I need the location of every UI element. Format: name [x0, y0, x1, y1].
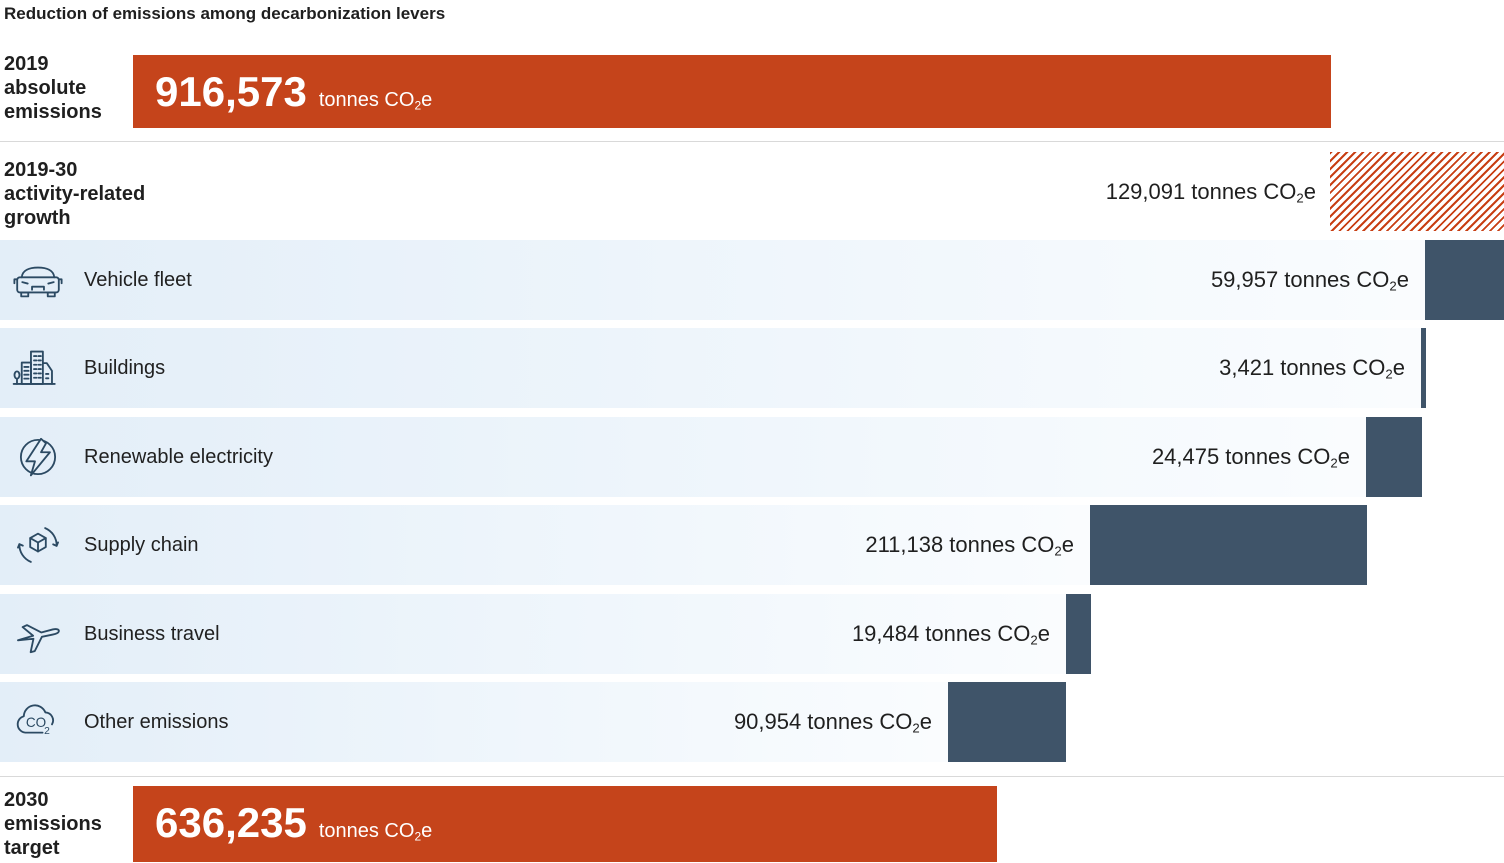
lever-value: 90,954 tonnes CO2e: [733, 709, 932, 736]
lever-label: Business travel: [84, 622, 220, 645]
row-supply-chain: Supply chain 211,138 tonnes CO2e: [0, 505, 1504, 585]
bar-buildings: [1421, 328, 1426, 408]
lever-label: Buildings: [84, 356, 166, 379]
start-value: 916,573: [155, 68, 307, 115]
airplane-icon: [12, 608, 64, 660]
row-business-travel: Business travel 19,484 tonnes CO2e: [0, 594, 1504, 674]
co2-cloud-icon: CO 2: [12, 696, 64, 748]
bar-activity-growth-hatched: [1330, 152, 1504, 231]
bar-2019-absolute-emissions: 916,573 tonnes CO2e: [133, 55, 1331, 128]
row-band: [0, 328, 1421, 408]
divider-bottom: [0, 776, 1504, 777]
row-band: [0, 240, 1425, 320]
row-band: [0, 682, 948, 762]
row-band: [0, 505, 1090, 585]
lever-label: Renewable electricity: [84, 445, 273, 468]
row-band: [0, 417, 1366, 497]
lever-label: Supply chain: [84, 533, 199, 556]
start-unit: tonnes CO2e: [318, 89, 433, 113]
lever-value: 19,484 tonnes CO2e: [851, 621, 1050, 648]
lightning-icon: [12, 431, 64, 483]
bar-other-emissions: [948, 682, 1066, 762]
start-row-label: 2019 absolute emissions: [4, 53, 102, 123]
target-row-label: 2030 emissions target: [4, 789, 102, 859]
row-buildings: Buildings 3,421 tonnes CO2e: [0, 328, 1504, 408]
lever-value: 3,421 tonnes CO2e: [1219, 355, 1405, 382]
svg-text:2: 2: [44, 726, 50, 737]
row-band: [0, 594, 1066, 674]
divider-top: [0, 141, 1504, 142]
chart-title: Reduction of emissions among decarboniza…: [4, 4, 446, 23]
bar-supply-chain: [1090, 505, 1367, 585]
growth-value: 129,091 tonnes CO2e: [1105, 178, 1316, 206]
bar-vehicle-fleet: [1425, 240, 1504, 320]
supply-cube-icon: [12, 519, 64, 571]
target-value: 636,235: [155, 799, 307, 846]
car-icon: [12, 254, 64, 306]
svg-text:CO: CO: [26, 715, 46, 730]
bar-2030-emissions-target: 636,235 tonnes CO2e: [133, 786, 997, 862]
lever-label: Vehicle fleet: [84, 268, 192, 291]
lever-value: 211,138 tonnes CO2e: [865, 532, 1074, 559]
lever-value: 59,957 tonnes CO2e: [1210, 267, 1409, 294]
row-renewable-electricity: Renewable electricity 24,475 tonnes CO2e: [0, 417, 1504, 497]
lever-value: 24,475 tonnes CO2e: [1151, 444, 1350, 471]
row-other-emissions: CO 2 Other emissions 90,954 tonnes CO2e: [0, 682, 1504, 762]
bar-renewable-electricity: [1366, 417, 1422, 497]
bar-business-travel: [1066, 594, 1091, 674]
lever-label: Other emissions: [84, 710, 229, 733]
growth-row-label: 2019-30 activity-related growth: [4, 159, 146, 229]
buildings-icon: [12, 342, 64, 394]
row-vehicle-fleet: Vehicle fleet 59,957 tonnes CO2e: [0, 240, 1504, 320]
target-unit: tonnes CO2e: [318, 820, 433, 844]
